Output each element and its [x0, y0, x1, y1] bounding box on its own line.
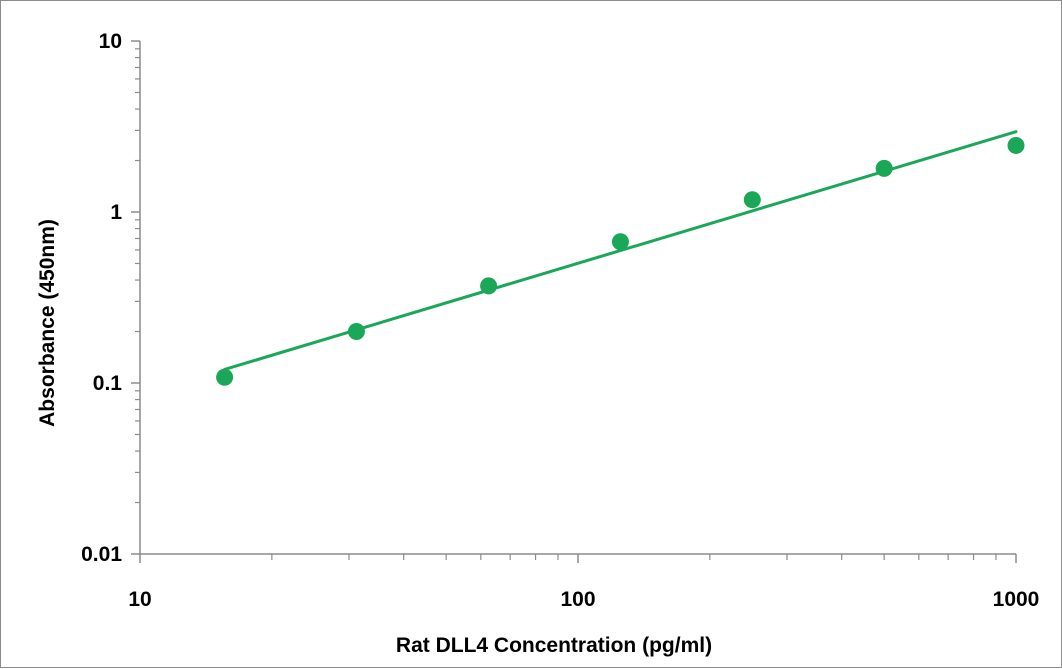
data-point	[216, 368, 234, 386]
axes	[139, 41, 1016, 555]
y-tick-label: 0.1	[93, 372, 123, 395]
trendline	[223, 130, 1018, 371]
y-tick-label: 1	[110, 201, 122, 224]
x-tick-label: 100	[560, 588, 595, 611]
data-point	[347, 323, 365, 341]
data-point	[875, 159, 893, 177]
data-points	[216, 136, 1025, 386]
x-tick-label: 1000	[993, 588, 1040, 611]
data-point	[1007, 136, 1025, 154]
axis-ticks	[131, 40, 1017, 563]
x-tick-label: 10	[128, 588, 151, 611]
y-axis-title: Absorbance (450nm)	[36, 219, 59, 427]
tick-labels: 10 1 0.1 0.01 10 100 1000	[81, 30, 1039, 611]
y-tick-label: 0.01	[81, 543, 122, 566]
y-tick-label: 10	[99, 30, 122, 53]
data-point	[611, 233, 629, 251]
data-point	[743, 191, 761, 209]
data-point	[480, 277, 498, 295]
x-axis-title: Rat DLL4 Concentration (pg/ml)	[396, 634, 712, 657]
trendline-group	[223, 130, 1018, 371]
